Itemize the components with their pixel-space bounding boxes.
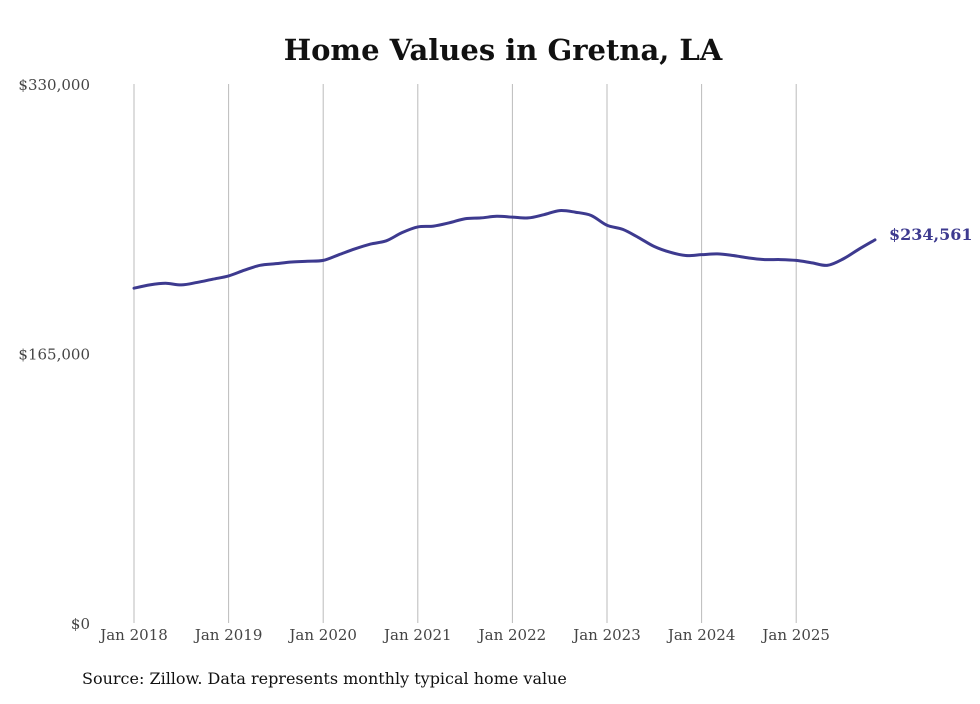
y-axis-ticks: $0 $165,000 $330,000 — [18, 76, 90, 633]
x-axis-ticks: Jan 2018 Jan 2019 Jan 2020 Jan 2021 Jan 2022… — [98, 626, 830, 644]
x-tick-label: Jan 2025 — [760, 626, 830, 644]
x-tick-label: Jan 2024 — [666, 626, 736, 644]
y-tick-label: $330,000 — [18, 76, 90, 94]
gridlines — [133, 84, 797, 623]
series-line — [132, 208, 877, 290]
x-tick-label: Jan 2022 — [477, 626, 547, 644]
x-tick-label: Jan 2018 — [98, 626, 168, 644]
chart-title: Home Values in Gretna, LA — [284, 33, 723, 67]
source-note: Source: Zillow. Data represents monthly … — [82, 669, 567, 688]
series-group — [132, 208, 877, 290]
x-tick-label: Jan 2021 — [382, 626, 452, 644]
x-tick-label: Jan 2020 — [287, 626, 357, 644]
x-tick-label: Jan 2019 — [193, 626, 263, 644]
x-tick-label: Jan 2023 — [571, 626, 641, 644]
y-tick-label: $165,000 — [18, 346, 90, 364]
end-value-label: $234,561 — [889, 225, 973, 244]
y-tick-label: $0 — [71, 615, 90, 633]
